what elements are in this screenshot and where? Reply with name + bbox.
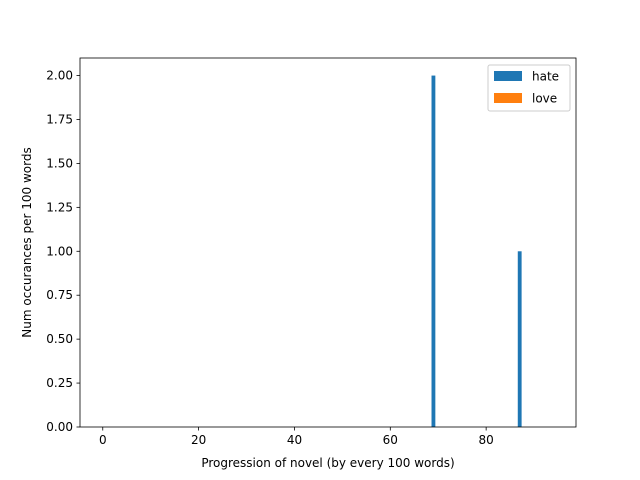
y-tick-label: 0.25 (46, 376, 73, 390)
y-tick-label: 1.25 (46, 200, 73, 214)
y-tick-label: 2.00 (46, 69, 73, 83)
x-tick-label: 0 (99, 433, 107, 447)
x-tick-label: 20 (191, 433, 206, 447)
x-tick-label: 40 (287, 433, 302, 447)
legend-label-hate: hate (532, 70, 559, 84)
legend-label-love: love (532, 92, 557, 106)
y-tick-label: 0.50 (46, 332, 73, 346)
bar-hate-87 (517, 251, 522, 427)
x-tick-label: 60 (383, 433, 398, 447)
bar-group (431, 75, 522, 428)
legend-swatch-love (494, 93, 522, 103)
axes-frame (79, 57, 577, 428)
y-tick-label: 0.00 (46, 420, 73, 434)
y-tick-label: 1.75 (46, 113, 73, 127)
legend: hate love (487, 64, 571, 112)
x-axis-label: Progression of novel (by every 100 words… (201, 456, 454, 470)
x-tick-label: 80 (479, 433, 494, 447)
legend-swatch-hate (494, 71, 522, 81)
y-tick-label: 1.50 (46, 156, 73, 170)
y-tick-label: 0.75 (46, 288, 73, 302)
y-axis-label: Num occurances per 100 words (20, 147, 34, 337)
y-tick-label: 1.00 (46, 244, 73, 258)
tick-group: 0 20 40 60 80 0.00 0.25 0.50 0.75 1.00 1.25 1.50 1.7… (46, 69, 494, 447)
bar-hate-69 (431, 75, 436, 428)
